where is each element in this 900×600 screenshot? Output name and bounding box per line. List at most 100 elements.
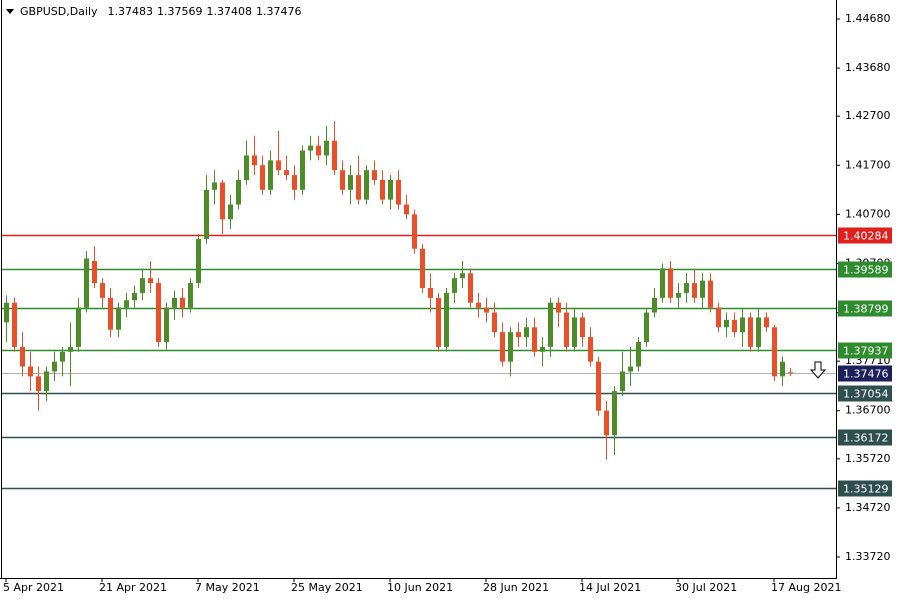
candle-body [676, 292, 681, 298]
candle-body [188, 283, 193, 308]
candle-body [52, 361, 57, 372]
level-label: 1.36172 [843, 432, 889, 445]
candle-body [668, 268, 673, 298]
candle-body [764, 317, 769, 328]
y-tick-label: 1.34720 [845, 501, 891, 514]
candle-body [636, 341, 641, 367]
candle-body [404, 204, 409, 215]
candle-body [460, 273, 465, 279]
level-box [838, 342, 892, 359]
candle-body [524, 327, 529, 338]
candle-body [212, 182, 217, 190]
candle-body [684, 283, 689, 293]
candle-body [252, 155, 257, 166]
x-tick-label: 30 Jul 2021 [675, 581, 737, 594]
candle-body [580, 317, 585, 338]
candle-body [716, 307, 721, 328]
y-tick-label: 1.36700 [845, 404, 891, 417]
candle-body [68, 346, 73, 352]
candle-body [244, 155, 249, 181]
candle-body [60, 351, 65, 362]
candle-body [612, 391, 617, 436]
candle-body [124, 300, 129, 308]
x-tick-label: 25 May 2021 [291, 581, 363, 594]
candle-body [420, 248, 425, 288]
candle-body [140, 278, 145, 293]
candle-body [508, 332, 513, 362]
symbol: GBPUSD,Daily [20, 5, 98, 18]
x-tick-label: 28 Jun 2021 [483, 581, 549, 594]
y-tick-label: 1.43680 [845, 61, 891, 74]
candle-body [308, 145, 313, 151]
header-ohlc: 1.37408 [207, 5, 253, 18]
candle-body [236, 180, 241, 205]
y-tick-label: 1.40700 [845, 207, 891, 220]
candle-body [620, 371, 625, 392]
header: GBPUSD,Daily 1.37483 1.37569 1.37408 1.37476 [20, 5, 302, 18]
candle-body [436, 297, 441, 347]
candle-body [660, 268, 665, 298]
candle-body [596, 361, 601, 411]
x-tick-label: 14 Jul 2021 [579, 581, 641, 594]
header-ohlc: 1.37483 [108, 5, 154, 18]
level-label: 1.38799 [843, 303, 889, 316]
candle-body [788, 372, 793, 374]
levels-layer [2, 234, 836, 490]
x-tick-label: 10 Jun 2021 [387, 581, 453, 594]
candle-body [316, 145, 321, 156]
candle-body [732, 319, 737, 333]
candles-layer [4, 121, 793, 460]
candle-body [388, 180, 393, 200]
candle-body [276, 160, 281, 171]
candle-body [332, 140, 337, 171]
candle-body [500, 332, 505, 362]
candle-body [572, 317, 577, 347]
level-label: 1.35129 [843, 483, 889, 496]
level-box [838, 300, 892, 317]
candle-body [516, 332, 521, 338]
x-tick-label: 5 Apr 2021 [3, 581, 64, 594]
candle-body [220, 182, 225, 220]
candle-body [148, 278, 153, 284]
header-ohlc: 1.37476 [256, 5, 302, 18]
candle-body [172, 297, 177, 308]
candle-body [348, 175, 353, 190]
candle-body [428, 287, 433, 298]
candle-body [132, 292, 137, 301]
level-box [838, 227, 892, 244]
candle-body [340, 170, 345, 190]
candle-body [476, 302, 481, 308]
sell-arrow [809, 361, 827, 379]
y-tick-label: 1.44680 [845, 12, 891, 25]
candle-body [556, 302, 561, 313]
candle-body [708, 280, 713, 308]
candle-body [468, 273, 473, 303]
candle-body [740, 317, 745, 333]
candle-body [412, 214, 417, 249]
candle-body [164, 307, 169, 342]
level-box [838, 385, 892, 402]
candle-body [564, 312, 569, 347]
candle-body [100, 283, 105, 298]
candle-body [748, 317, 753, 347]
candle-body [756, 317, 761, 347]
level-label: 1.40284 [843, 230, 889, 243]
candle-body [284, 170, 289, 176]
candle-body [204, 189, 209, 239]
level-box [838, 429, 892, 446]
candle-body [540, 346, 545, 352]
candle-body [588, 337, 593, 362]
level-box [838, 261, 892, 278]
candle-body [692, 283, 697, 298]
candle-body [324, 140, 329, 156]
candle-body [228, 204, 233, 220]
y-tick-label: 1.35720 [845, 452, 891, 465]
candle-body [532, 327, 537, 352]
current-price-label: 1.37476 [843, 368, 889, 381]
candle-body [628, 366, 633, 372]
candle-body [604, 410, 609, 436]
candle-body [356, 175, 361, 200]
candle-body [156, 283, 161, 342]
current-price-box [838, 365, 892, 382]
